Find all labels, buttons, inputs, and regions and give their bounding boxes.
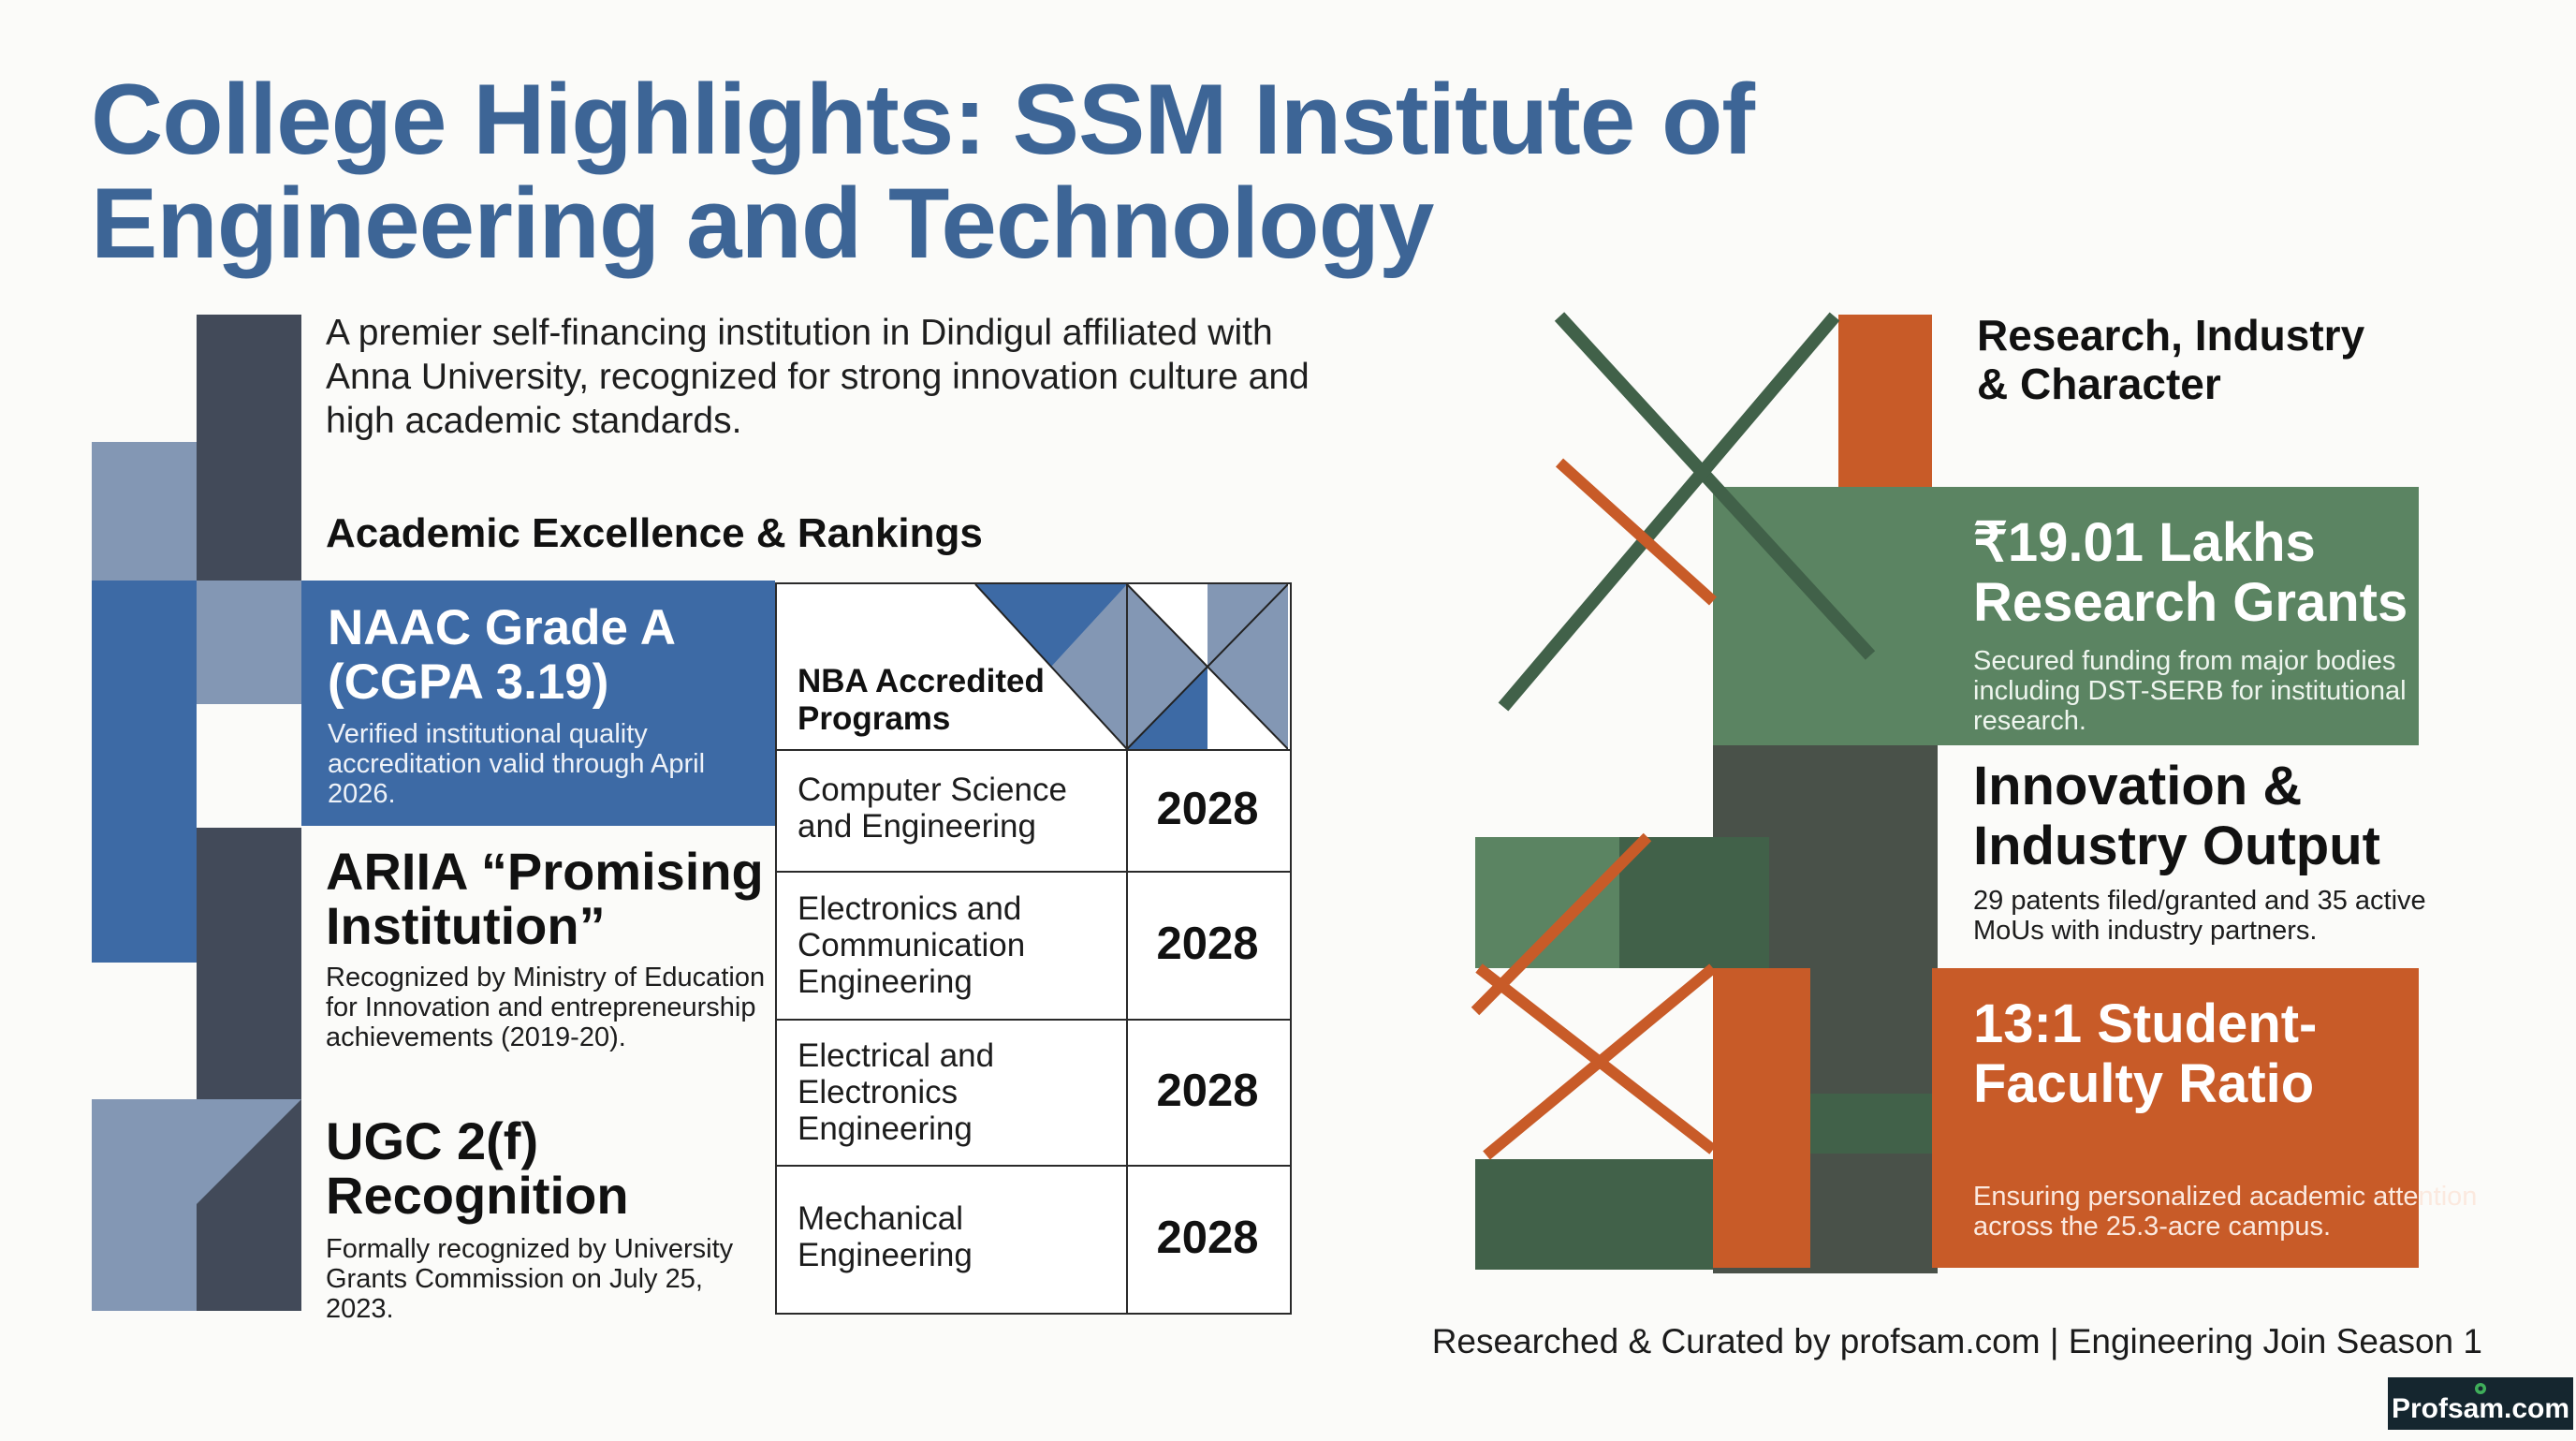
nba-program-year: 2028 [1156, 784, 1259, 834]
profsam-logo[interactable]: Profsam.com [2388, 1377, 2573, 1430]
decor-block [197, 315, 301, 581]
nba-divider [775, 1019, 1290, 1021]
nba-divider [775, 871, 1290, 873]
page-title-line-1: College Highlights: SSM Institute of [91, 63, 1755, 175]
right-decor [1471, 312, 2419, 1273]
nba-program-year: 2028 [1156, 1066, 1259, 1116]
grants-description: Secured funding from major bodies includ… [1973, 646, 2407, 736]
naac-title: NAAC Grade A (CGPA 3.19) [328, 600, 675, 710]
decor-block [197, 581, 301, 704]
nba-program-name: Mechanical Engineering [798, 1200, 973, 1273]
nba-divider [775, 1165, 1290, 1167]
grants-title: ₹19.01 Lakhs Research Grants [1973, 512, 2408, 633]
nba-program-name: Electronics and Communication Engineerin… [798, 890, 1026, 1000]
nba-program-name: Computer Science and Engineering [798, 772, 1067, 845]
nba-header-decor [974, 584, 1288, 749]
page-title-line-2: Engineering and Technology [91, 167, 1434, 279]
nba-header: NBA Accredited Programs [798, 663, 1045, 737]
decor-block [92, 581, 197, 963]
ugc-description: Formally recognized by University Grants… [326, 1234, 734, 1324]
nba-program-name: Electrical and Electronics Engineering [798, 1037, 995, 1147]
academic-heading: Academic Excellence & Rankings [326, 510, 983, 556]
ariia-description: Recognized by Ministry of Education for … [326, 963, 766, 1052]
logo-text: Profsam.com [2391, 1393, 2570, 1424]
nba-program-year: 2028 [1156, 1213, 1259, 1263]
innovation-title: Innovation & Industry Output [1973, 756, 2380, 876]
decor-block [92, 1099, 197, 1311]
research-heading: Research, Industry & Character [1977, 311, 2365, 408]
naac-card [301, 581, 775, 826]
footer-credit: Researched & Curated by profsam.com | En… [1431, 1322, 2482, 1360]
nba-program-year: 2028 [1156, 919, 1259, 969]
ratio-description: Ensuring personalized academic attention… [1973, 1182, 2478, 1242]
nba-divider [775, 749, 1290, 751]
ugc-title: UGC 2(f) Recognition [326, 1111, 629, 1225]
intro-text: A premier self-financing institution in … [326, 313, 1310, 441]
innovation-description: 29 patents filed/granted and 35 active M… [1973, 886, 2426, 946]
logo-mark-icon [2475, 1383, 2486, 1394]
page-title: College Highlights: SSM Institute of Eng… [91, 67, 1851, 275]
ariia-title: ARIIA “Promising Institution” [326, 842, 764, 955]
ratio-title: 13:1 Student-Faculty Ratio [1973, 993, 2318, 1114]
decor-block [92, 442, 197, 581]
nba-divider [1126, 582, 1128, 1313]
decor-triangle [197, 1099, 301, 1311]
decor-block [197, 828, 301, 1099]
naac-description: Verified institutional quality accredita… [328, 719, 706, 809]
